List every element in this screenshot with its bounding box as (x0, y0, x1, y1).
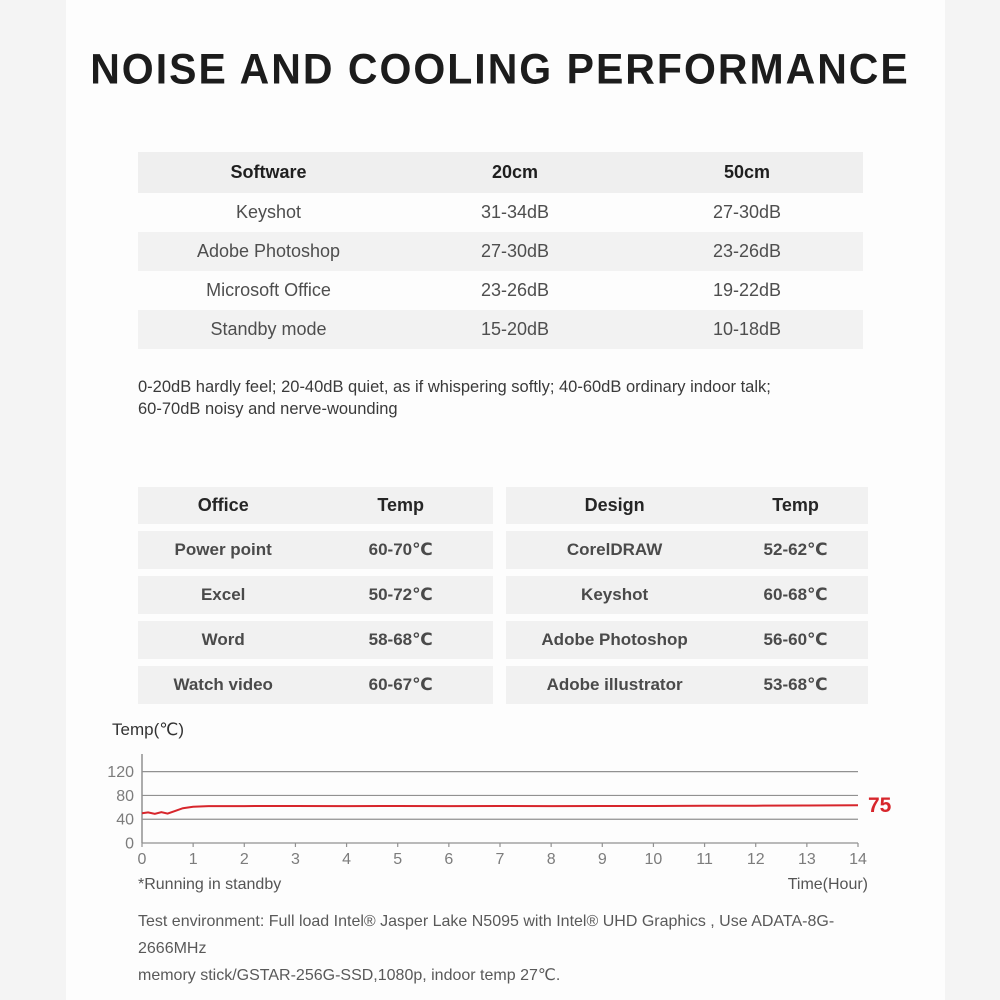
x-tick-label: 9 (598, 851, 607, 868)
table-cell: Standby mode (210, 319, 327, 339)
x-tick-label: 13 (798, 851, 816, 868)
noise-note-line1: 0-20dB hardly feel; 20-40dB quiet, as if… (138, 378, 771, 396)
table-cell: 23-26dB (712, 241, 782, 261)
noise-note: 0-20dB hardly feel; 20-40dB quiet, as if… (138, 376, 853, 421)
office-table-row: Power point 60-70℃ (138, 531, 493, 569)
x-tick-label: 4 (342, 851, 351, 868)
table-cell: 15-20dB (480, 319, 550, 339)
table-cell: Office (197, 495, 249, 515)
table-cell: Software (230, 162, 307, 182)
noise-table-row: Keyshot 31-34dB 27-30dB (138, 193, 863, 232)
table-cell: Microsoft Office (206, 280, 331, 300)
office-temp-table: Office Temp Power point 60-70℃ Excel 50-72℃ Wo… (138, 487, 493, 711)
table-cell: 10-18dB (712, 319, 782, 339)
line-end-value-label: 75 (868, 794, 892, 817)
y-tick-label: 0 (125, 836, 134, 853)
x-tick-label: 3 (291, 851, 300, 868)
test-environment-line2: memory stick/GSTAR-256G-SSD,1080p, indoo… (138, 967, 561, 985)
x-tick-label: 12 (747, 851, 765, 868)
noise-note-line2: 60-70dB noisy and nerve-wounding (138, 400, 398, 419)
table-cell: Keyshot (581, 585, 649, 604)
y-tick-label: 120 (107, 764, 134, 781)
table-cell: Power point (174, 540, 272, 559)
table-cell: 31-34dB (480, 202, 550, 222)
noise-table-row: Adobe Photoshop 27-30dB 23-26dB (138, 232, 863, 271)
chart-footnote: *Running in standby (138, 876, 282, 893)
office-table-row: Word 58-68℃ (138, 621, 493, 659)
table-cell: Design (584, 495, 645, 515)
table-cell: CorelDRAW (566, 540, 663, 559)
x-tick-label: 7 (496, 851, 505, 868)
design-temp-table: Design Temp CorelDRAW 52-62℃ Keyshot 60-68℃ Ad… (506, 487, 868, 711)
noise-table-row: Microsoft Office 23-26dB 19-22dB (138, 271, 863, 310)
x-tick-label: 1 (189, 851, 198, 868)
design-table-row: Keyshot 60-68℃ (506, 576, 868, 614)
office-table-header: Office Temp (138, 487, 493, 524)
table-cell: 27-30dB (712, 202, 782, 222)
design-table-row: Adobe illustrator 53-68℃ (506, 666, 868, 704)
table-cell: Keyshot (235, 202, 302, 222)
design-table-row: CorelDRAW 52-62℃ (506, 531, 868, 569)
x-tick-label: 5 (393, 851, 402, 868)
x-tick-label: 8 (547, 851, 556, 868)
noise-table-row: Standby mode 15-20dB 10-18dB (138, 310, 863, 349)
table-cell: 53-68℃ (763, 675, 828, 694)
table-cell: 52-62℃ (763, 540, 828, 559)
table-cell: 56-60℃ (763, 630, 828, 649)
table-cell: 60-70℃ (368, 540, 433, 559)
table-cell: Adobe Photoshop (196, 241, 341, 261)
table-cell: 50cm (723, 162, 771, 182)
y-tick-label: 80 (116, 788, 134, 805)
x-tick-label: 14 (849, 851, 867, 868)
x-tick-label: 10 (645, 851, 663, 868)
table-cell: Adobe illustrator (546, 675, 683, 694)
table-cell: Word (201, 630, 245, 649)
office-table-row: Excel 50-72℃ (138, 576, 493, 614)
table-cell: 60-68℃ (763, 585, 828, 604)
table-cell: 50-72℃ (368, 585, 433, 604)
table-cell: Temp (377, 495, 425, 515)
page-title: NOISE AND COOLING PERFORMANCE (90, 44, 910, 94)
table-cell: Excel (200, 585, 246, 604)
y-tick-label: 40 (116, 812, 134, 829)
table-cell: 19-22dB (712, 280, 782, 300)
design-table-row: Adobe Photoshop 56-60℃ (506, 621, 868, 659)
table-cell: 60-67℃ (368, 675, 433, 694)
x-tick-label: 11 (696, 851, 713, 868)
chart-x-axis-title: Time(Hour) (787, 876, 868, 893)
office-table-row: Watch video 60-67℃ (138, 666, 493, 704)
x-tick-label: 6 (444, 851, 453, 868)
table-cell: Temp (772, 495, 819, 515)
chart-y-axis-title: Temp(℃) (112, 720, 184, 739)
table-cell: 58-68℃ (368, 630, 433, 649)
test-environment-line1: Test environment: Full load Intel® Jaspe… (138, 913, 835, 958)
table-cell: Watch video (173, 675, 273, 694)
noise-table-header: Software 20cm 50cm (138, 152, 863, 193)
x-tick-label: 2 (240, 851, 249, 868)
x-tick-label: 0 (138, 851, 147, 868)
noise-table: Software 20cm 50cm Keyshot 31-34dB 27-30dB Ado… (138, 152, 863, 349)
table-cell: 23-26dB (480, 280, 550, 300)
test-environment-note: Test environment: Full load Intel® Jaspe… (138, 908, 893, 990)
table-cell: 27-30dB (480, 241, 550, 261)
design-table-header: Design Temp (506, 487, 868, 524)
table-cell: 20cm (491, 162, 539, 182)
temperature-line (141, 804, 859, 815)
table-cell: Adobe Photoshop (541, 630, 688, 649)
